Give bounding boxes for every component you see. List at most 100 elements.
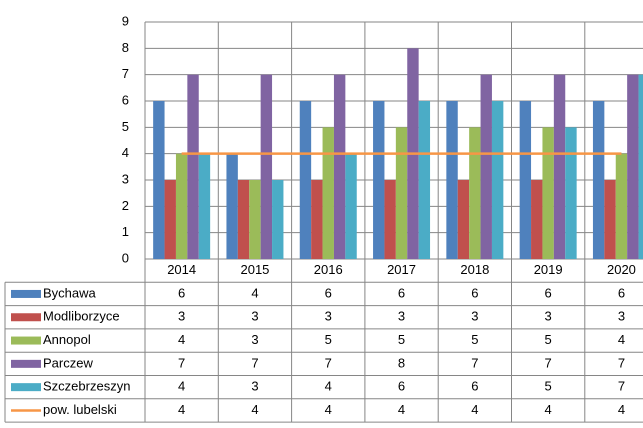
table-value: 6 xyxy=(471,379,478,394)
table-value: 3 xyxy=(251,332,258,347)
table-value: 3 xyxy=(178,309,185,324)
bar xyxy=(175,153,188,259)
bar xyxy=(615,153,628,259)
bar xyxy=(272,180,284,259)
x-tick-label: 2020 xyxy=(607,262,636,277)
bar xyxy=(553,74,566,260)
bar xyxy=(187,74,199,260)
table-value: 7 xyxy=(471,355,478,370)
table-value: 4 xyxy=(325,379,332,394)
bar xyxy=(638,74,643,260)
bar xyxy=(311,180,323,259)
x-tick-label: 2016 xyxy=(314,262,343,277)
table-value: 6 xyxy=(398,379,405,394)
y-tick-label: 8 xyxy=(122,40,129,55)
y-tick-label: 1 xyxy=(122,224,129,239)
bar xyxy=(384,180,396,259)
bar xyxy=(469,127,481,259)
legend-label: Parczew xyxy=(43,355,93,370)
table-value: 4 xyxy=(471,402,478,417)
table-value: 3 xyxy=(545,309,552,324)
y-tick-label: 9 xyxy=(122,13,129,28)
bar xyxy=(542,127,554,259)
table-value: 4 xyxy=(325,402,332,417)
table-value: 6 xyxy=(398,285,405,300)
bar xyxy=(373,101,385,259)
legend-key xyxy=(11,313,41,322)
table-value: 6 xyxy=(325,285,332,300)
legend-label: Bychawa xyxy=(43,285,97,300)
bar xyxy=(237,180,250,259)
x-tick-label: 2014 xyxy=(167,262,196,277)
table-value: 3 xyxy=(618,309,625,324)
y-tick-label: 0 xyxy=(122,250,129,265)
bar xyxy=(592,101,605,259)
legend-label: Annopol xyxy=(43,332,91,347)
y-tick-label: 6 xyxy=(122,92,129,107)
table-value: 6 xyxy=(545,285,552,300)
bar xyxy=(604,180,616,259)
legend-label: Szczebrzeszyn xyxy=(43,379,130,394)
legend-key xyxy=(11,336,41,345)
table-value: 7 xyxy=(618,355,625,370)
table-value: 4 xyxy=(251,402,258,417)
x-tick-label: 2018 xyxy=(460,262,489,277)
table-value: 7 xyxy=(618,379,625,394)
bar xyxy=(446,101,458,259)
bar xyxy=(395,127,408,259)
table-value: 6 xyxy=(178,285,185,300)
bar xyxy=(457,180,470,259)
table-value: 6 xyxy=(618,285,625,300)
table-value: 5 xyxy=(325,332,332,347)
bar xyxy=(164,180,176,259)
x-tick-label: 2019 xyxy=(534,262,563,277)
table-value: 5 xyxy=(545,379,552,394)
table-value: 4 xyxy=(178,402,185,417)
bar xyxy=(627,74,639,260)
bar xyxy=(249,180,261,259)
bar xyxy=(480,74,492,260)
bar xyxy=(198,153,211,259)
table-value: 4 xyxy=(251,285,258,300)
legend-key xyxy=(11,359,41,368)
table-value: 3 xyxy=(251,379,258,394)
table-value: 7 xyxy=(178,355,185,370)
x-tick-label: 2015 xyxy=(240,262,269,277)
table-value: 4 xyxy=(398,402,405,417)
table-value: 5 xyxy=(398,332,405,347)
legend-label: pow. lubelski xyxy=(43,402,117,417)
y-tick-label: 3 xyxy=(122,171,129,186)
table-value: 7 xyxy=(251,355,258,370)
y-tick-label: 5 xyxy=(122,119,129,134)
x-tick-label: 2017 xyxy=(387,262,416,277)
legend-key xyxy=(11,289,41,298)
table-value: 3 xyxy=(251,309,258,324)
table-value: 5 xyxy=(545,332,552,347)
table-value: 4 xyxy=(178,332,185,347)
y-tick-label: 2 xyxy=(122,198,129,213)
bar xyxy=(299,101,312,259)
bar xyxy=(226,153,238,259)
table-value: 3 xyxy=(398,309,405,324)
table-value: 6 xyxy=(471,285,478,300)
bar xyxy=(345,153,357,259)
bar xyxy=(491,101,504,259)
table-value: 7 xyxy=(545,355,552,370)
table-value: 4 xyxy=(178,379,185,394)
bar xyxy=(519,101,532,259)
legend-label: Modliborzyce xyxy=(43,309,120,324)
bar xyxy=(153,101,165,259)
bar xyxy=(260,74,273,260)
y-tick-label: 7 xyxy=(122,66,129,81)
table-value: 5 xyxy=(471,332,478,347)
table-value: 8 xyxy=(398,355,405,370)
table-value: 4 xyxy=(618,402,625,417)
table-value: 7 xyxy=(325,355,332,370)
bar xyxy=(322,127,334,259)
table-value: 4 xyxy=(545,402,552,417)
legend-key xyxy=(11,383,41,392)
table-value: 3 xyxy=(325,309,332,324)
bar xyxy=(418,101,431,259)
bar xyxy=(565,127,577,259)
